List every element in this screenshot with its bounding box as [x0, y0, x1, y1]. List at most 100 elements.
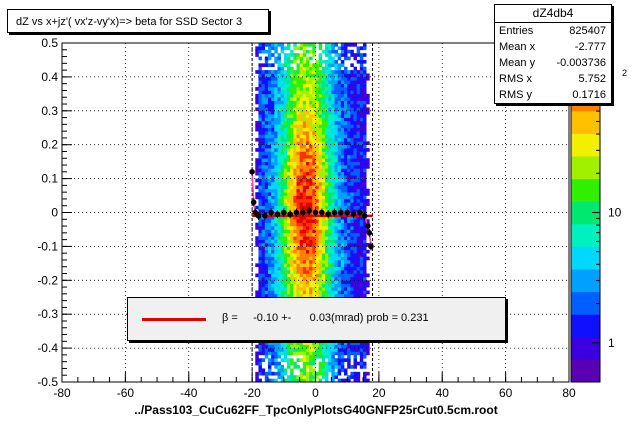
heatmap-cell [293, 141, 297, 145]
heatmap-cell [347, 87, 351, 91]
heatmap-cell [283, 378, 288, 383]
heatmap-cell [337, 195, 342, 200]
heatmap-cell [299, 137, 304, 142]
heatmap-cell [293, 43, 297, 47]
heatmap-cell [331, 361, 335, 366]
heatmap-cell [286, 117, 291, 122]
heatmap-cell [274, 232, 278, 237]
heatmap-cell [277, 120, 281, 125]
heatmap-cell [359, 195, 364, 200]
heatmap-cell [255, 97, 259, 101]
heatmap-cell [274, 165, 278, 169]
heatmap-cell [318, 283, 323, 288]
heatmap-cell [325, 243, 329, 247]
heatmap-cell [315, 188, 319, 193]
heatmap-cell [286, 232, 291, 237]
heatmap-cell [363, 171, 367, 176]
heatmap-cell [264, 239, 269, 244]
heatmap-cell [325, 104, 329, 108]
heatmap-cell [340, 368, 345, 373]
heatmap-cell [261, 110, 266, 115]
heatmap-cell [302, 253, 307, 257]
heatmap-cell [258, 368, 262, 373]
colorbar-segment [571, 314, 600, 338]
heatmap-cell [340, 202, 345, 207]
heatmap-cell [258, 351, 262, 356]
heatmap-cell [299, 117, 304, 122]
heatmap-cell [283, 87, 288, 91]
heatmap-cell [283, 165, 288, 169]
heatmap-cell [293, 73, 297, 78]
heatmap-cell [293, 158, 297, 162]
heatmap-cell [344, 131, 348, 135]
heatmap-cell [344, 100, 348, 105]
heatmap-cell [328, 80, 332, 84]
heatmap-cell [350, 131, 354, 135]
heatmap-cell [290, 148, 294, 152]
heatmap-cell [299, 110, 304, 115]
heatmap-cell [258, 236, 262, 240]
heatmap-cell [325, 100, 329, 105]
heatmap-cell [331, 131, 335, 135]
stats-value: -0.003736 [556, 57, 606, 69]
heatmap-cell [274, 154, 278, 159]
heatmap-cell [325, 63, 329, 68]
heatmap-cell [258, 175, 262, 179]
heatmap-cell [309, 378, 313, 383]
heatmap-cell [347, 361, 351, 366]
heatmap-cell [312, 276, 316, 281]
heatmap-cell [274, 371, 278, 376]
heatmap-cell [315, 354, 319, 359]
heatmap-cell [359, 253, 364, 257]
heatmap-cell [267, 205, 272, 210]
heatmap-cell [302, 259, 307, 264]
profile-point [368, 243, 374, 250]
heatmap-cell [318, 287, 323, 291]
color-bar: 110 [570, 42, 622, 383]
heatmap-cell [363, 236, 367, 240]
heatmap-cell [337, 97, 342, 101]
profile-point [249, 169, 255, 175]
heatmap-cell [271, 73, 275, 78]
heatmap-cell [277, 124, 281, 129]
heatmap-cell [325, 49, 329, 54]
heatmap-cell [302, 287, 307, 291]
heatmap-cell [334, 154, 338, 159]
heatmap-cell [315, 341, 319, 346]
heatmap-cell [280, 290, 285, 295]
heatmap-cell [334, 171, 338, 176]
heatmap-cell [296, 290, 300, 295]
heatmap-cell [347, 287, 351, 291]
heatmap-cell [302, 375, 307, 379]
heatmap-cell [356, 188, 361, 193]
heatmap-cell [340, 165, 345, 169]
heatmap-cell [359, 134, 364, 139]
heatmap-cell [321, 178, 326, 183]
heatmap-cell [325, 114, 329, 118]
heatmap-cell [299, 263, 304, 268]
heatmap-cell [296, 192, 300, 196]
heatmap-cell [261, 371, 266, 376]
heatmap-cell [299, 229, 304, 234]
heatmap-cell [283, 185, 288, 190]
heatmap-cell [340, 293, 345, 298]
heatmap-cell [290, 287, 294, 291]
heatmap-cell [277, 246, 281, 251]
heatmap-cell [293, 378, 297, 383]
heatmap-cell [315, 202, 319, 207]
heatmap-cell [334, 270, 338, 274]
heatmap-cell [312, 188, 316, 193]
heatmap-cell [366, 256, 370, 261]
heatmap-cell [274, 259, 278, 264]
heatmap-cell [350, 198, 354, 203]
x-tick-label: 60 [499, 386, 513, 400]
heatmap-cell [353, 83, 357, 88]
heatmap-cell [286, 46, 291, 51]
heatmap-cell [325, 198, 329, 203]
heatmap-cell [334, 188, 338, 193]
heatmap-cell [340, 246, 345, 251]
heatmap-cell [305, 131, 310, 135]
heatmap-cell [356, 97, 361, 101]
heatmap-cell [328, 43, 332, 47]
heatmap-cell [363, 239, 367, 244]
